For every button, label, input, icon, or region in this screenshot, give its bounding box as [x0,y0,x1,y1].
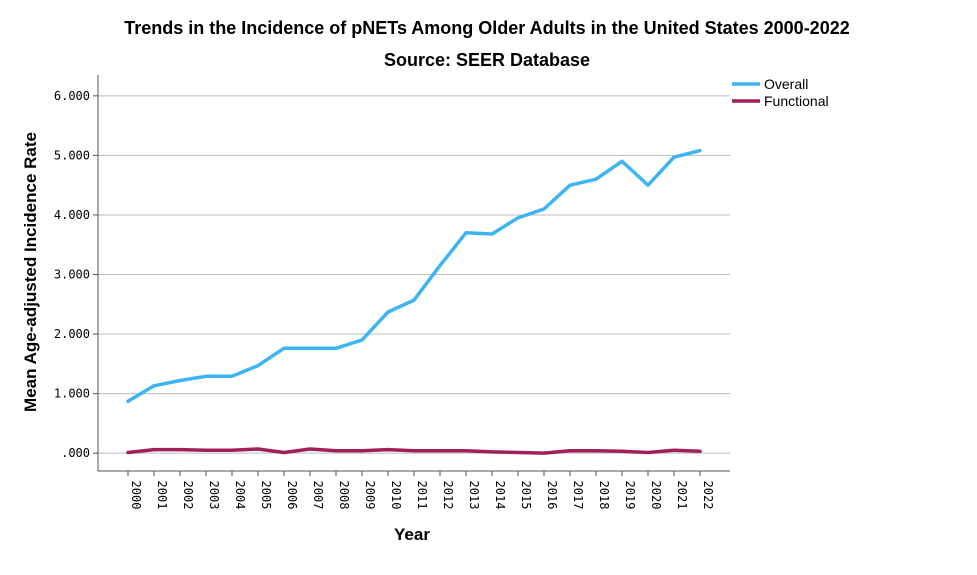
data-point-functional [542,451,546,455]
x-tick-label: 2004 [233,481,247,510]
series-line-overall [126,148,702,404]
x-tick-label: 2019 [623,481,637,510]
y-tick-label: 6.000 [54,89,90,103]
data-point-functional [126,451,130,454]
x-tick-label: 2009 [363,481,377,510]
data-point-overall [308,347,312,350]
data-point-overall [672,155,676,159]
x-tick-label: 2008 [337,481,351,510]
x-tick-label: 2018 [597,481,611,510]
x-tick-label: 2014 [493,481,507,510]
y-tick-label: 3.000 [54,267,90,281]
legend-label-overall: Overall [764,76,808,92]
x-tick-label: 2020 [649,481,663,510]
data-point-functional [646,451,650,454]
legend: Overall Functional [732,76,829,109]
x-tick-label: 2006 [285,481,299,510]
y-tick-label: 2.000 [54,327,90,341]
y-tick-label: 5.000 [54,148,90,162]
x-tick-label: 2011 [415,481,429,510]
data-point-functional [256,447,260,451]
x-tick-label: 2000 [129,481,143,510]
data-point-overall [152,384,156,388]
x-tick-label: 2016 [545,481,559,510]
data-point-overall [542,207,546,211]
y-tick-label: 1.000 [54,387,90,401]
x-tick-label: 2021 [675,481,689,510]
data-point-functional [230,448,234,452]
data-point-overall [230,375,234,378]
data-point-overall [698,149,702,152]
data-point-functional [412,449,416,452]
y-tick-labels: .000 1.000 2.000 3.000 4.000 5.000 6.000 [54,89,90,460]
data-point-overall [360,338,364,342]
data-point-functional [386,448,390,451]
x-tick-label: 2017 [571,481,585,510]
data-point-functional [672,448,676,452]
data-point-functional [178,448,182,451]
data-point-functional [568,449,572,452]
chart-title: Trends in the Incidence of pNETs Among O… [124,18,849,38]
data-point-functional [464,449,468,452]
x-tick-label: 2005 [259,481,273,510]
data-point-overall [464,231,468,235]
legend-label-functional: Functional [764,93,829,109]
data-point-functional [594,449,598,452]
x-tick-label: 2010 [389,481,403,510]
data-point-overall [282,347,286,350]
x-tick-labels: 2000 2001 2002 2003 2004 2005 2006 2007 2008 2009… [129,481,715,510]
chart-subtitle: Source: SEER Database [384,50,590,70]
data-point-overall [256,364,260,367]
gridlines [93,95,730,454]
data-point-overall [490,232,494,236]
x-tick-label: 2015 [519,481,533,510]
data-point-functional [516,451,520,454]
data-point-overall [568,183,572,187]
data-point-functional [308,447,312,451]
x-tick-label: 2003 [207,481,221,510]
data-point-functional [438,449,442,452]
data-point-functional [360,449,364,452]
data-point-overall [178,379,182,382]
axes [97,75,730,476]
data-point-overall [438,264,442,267]
data-point-overall [620,160,624,163]
x-tick-label: 2013 [467,481,481,510]
data-point-functional [698,450,702,453]
x-tick-label: 2001 [155,481,169,510]
data-point-overall [204,375,208,378]
data-point-overall [334,347,338,350]
data-point-functional [334,449,338,452]
y-tick-label: .000 [61,446,90,460]
data-point-functional [204,448,208,452]
y-axis-title: Mean Age-adjusted Incidence Rate [21,132,40,412]
x-tick-label: 2002 [181,481,195,510]
data-point-overall [646,183,650,187]
data-point-overall [516,216,520,220]
data-point-overall [386,310,390,314]
x-tick-label: 2012 [441,481,455,510]
data-point-functional [490,450,494,454]
data-point-overall [126,400,130,403]
data-point-functional [152,448,156,451]
y-tick-label: 4.000 [54,208,90,222]
x-tick-label: 2007 [311,481,325,510]
data-point-overall [594,178,598,181]
data-point-functional [282,451,286,454]
x-axis-title: Year [394,525,430,544]
x-tick-label: 2022 [701,481,715,510]
data-point-functional [620,450,624,453]
data-point-overall [412,298,416,302]
series-lines [126,148,702,455]
